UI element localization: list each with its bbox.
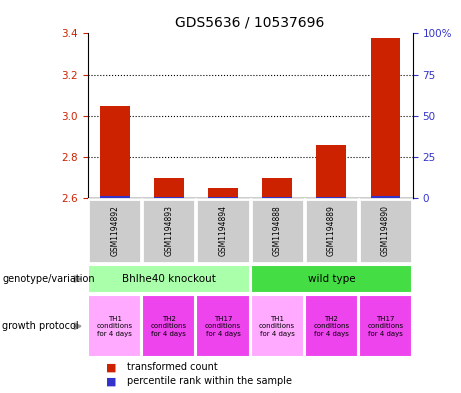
Text: GSM1194893: GSM1194893 (164, 206, 173, 256)
Text: TH1
conditions
for 4 days: TH1 conditions for 4 days (259, 316, 295, 337)
FancyBboxPatch shape (305, 296, 358, 357)
Bar (262, 197, 292, 198)
Text: TH17
conditions
for 4 days: TH17 conditions for 4 days (205, 316, 241, 337)
FancyBboxPatch shape (305, 199, 358, 263)
FancyBboxPatch shape (196, 199, 249, 263)
Text: wild type: wild type (307, 274, 355, 284)
Bar (100, 196, 130, 198)
Text: TH2
conditions
for 4 days: TH2 conditions for 4 days (151, 316, 187, 337)
Bar (371, 38, 401, 198)
Text: growth protocol: growth protocol (2, 321, 79, 331)
Bar (208, 197, 238, 198)
Text: ■: ■ (106, 362, 117, 373)
Bar (154, 197, 184, 198)
FancyBboxPatch shape (88, 296, 141, 357)
Text: TH2
conditions
for 4 days: TH2 conditions for 4 days (313, 316, 349, 337)
Bar (208, 188, 238, 198)
FancyBboxPatch shape (88, 264, 249, 294)
Text: GSM1194888: GSM1194888 (272, 206, 282, 256)
FancyBboxPatch shape (88, 199, 141, 263)
FancyBboxPatch shape (251, 264, 412, 294)
Text: TH1
conditions
for 4 days: TH1 conditions for 4 days (97, 316, 133, 337)
Bar (371, 196, 401, 198)
Bar (262, 178, 292, 198)
FancyBboxPatch shape (251, 199, 304, 263)
Bar (154, 178, 184, 198)
FancyBboxPatch shape (142, 296, 195, 357)
Bar (100, 106, 130, 198)
Text: GSM1194894: GSM1194894 (219, 206, 228, 256)
FancyBboxPatch shape (196, 296, 249, 357)
FancyBboxPatch shape (359, 296, 412, 357)
Bar (316, 197, 346, 198)
Text: TH17
conditions
for 4 days: TH17 conditions for 4 days (367, 316, 403, 337)
Text: percentile rank within the sample: percentile rank within the sample (127, 376, 292, 386)
FancyBboxPatch shape (251, 296, 304, 357)
FancyBboxPatch shape (359, 199, 412, 263)
Text: GSM1194890: GSM1194890 (381, 206, 390, 256)
Bar (316, 145, 346, 198)
Title: GDS5636 / 10537696: GDS5636 / 10537696 (175, 15, 325, 29)
Text: Bhlhe40 knockout: Bhlhe40 knockout (122, 274, 216, 284)
Text: GSM1194889: GSM1194889 (327, 206, 336, 256)
Text: GSM1194892: GSM1194892 (110, 206, 119, 256)
Text: genotype/variation: genotype/variation (2, 274, 95, 284)
FancyBboxPatch shape (142, 199, 195, 263)
Text: transformed count: transformed count (127, 362, 218, 373)
Text: ■: ■ (106, 376, 117, 386)
